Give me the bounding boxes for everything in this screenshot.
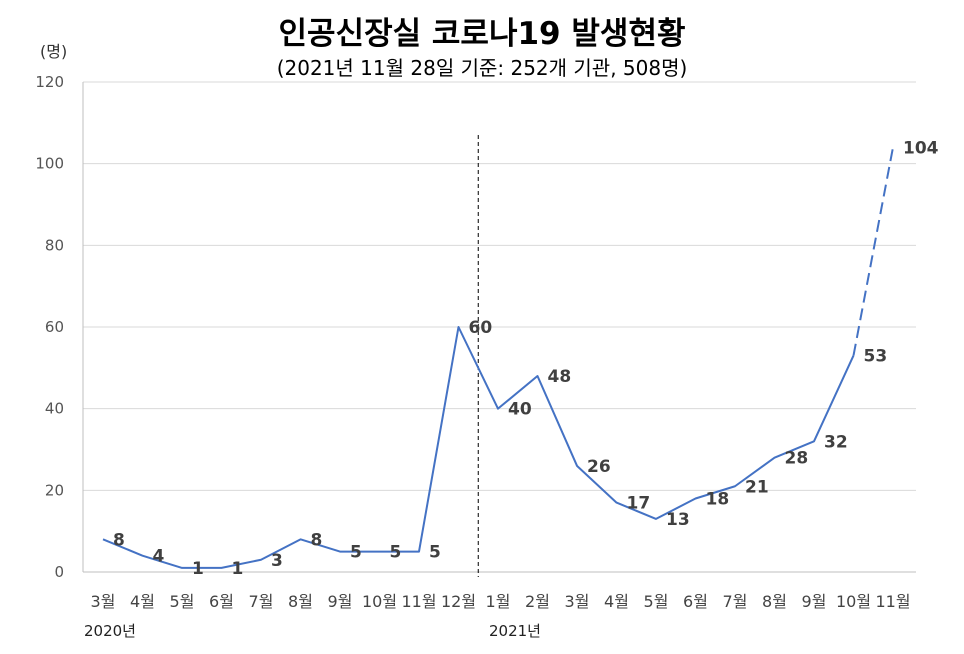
data-label: 8 xyxy=(311,530,323,550)
x-tick-label: 7월 xyxy=(249,592,274,611)
data-label: 40 xyxy=(508,400,532,420)
data-label: 1 xyxy=(192,559,204,579)
x-tick-label: 10월 xyxy=(836,592,871,611)
x-tick-label: 5월 xyxy=(170,592,195,611)
data-label: 28 xyxy=(785,449,809,469)
x-tick-label: 8월 xyxy=(288,592,313,611)
series-line xyxy=(102,147,894,569)
data-label: 8 xyxy=(113,530,125,550)
data-label: 13 xyxy=(666,510,690,530)
x-tick-label: 5월 xyxy=(644,592,669,611)
data-label: 3 xyxy=(271,551,283,571)
y-axis-ticks: 0 20 40 60 80 100 120 xyxy=(35,73,64,581)
x-tick-label: 10월 xyxy=(362,592,397,611)
year-label-2021: 2021년 xyxy=(489,622,541,640)
x-tick-label: 6월 xyxy=(209,592,234,611)
gridlines xyxy=(82,81,916,577)
y-tick-label: 120 xyxy=(35,73,64,91)
y-tick-label: 60 xyxy=(45,318,64,336)
data-label: 4 xyxy=(153,547,165,567)
x-tick-label: 7월 xyxy=(723,592,748,611)
data-label: 5 xyxy=(390,543,402,563)
data-label: 5 xyxy=(350,543,362,563)
data-label: 1 xyxy=(232,559,244,579)
year-label-2020: 2020년 xyxy=(84,622,136,640)
y-tick-label: 40 xyxy=(45,400,64,418)
y-tick-label: 100 xyxy=(35,155,64,173)
data-label: 21 xyxy=(745,477,769,497)
x-tick-label: 8월 xyxy=(762,592,787,611)
x-tick-label: 1월 xyxy=(486,592,511,611)
x-tick-label: 3월 xyxy=(565,592,590,611)
data-label: 53 xyxy=(864,347,888,367)
series-line-solid xyxy=(102,326,855,569)
chart-title: 인공신장실 코로나19 발생현황 xyxy=(278,16,686,52)
x-tick-label: 4월 xyxy=(604,592,629,611)
data-label: 5 xyxy=(429,543,441,563)
y-tick-label: 20 xyxy=(45,481,64,499)
x-tick-label: 9월 xyxy=(328,592,353,611)
data-label: 48 xyxy=(548,367,572,387)
data-label: 17 xyxy=(627,494,651,514)
data-label: 104 xyxy=(903,138,939,158)
series-line-projected xyxy=(852,147,894,356)
y-axis-unit-label: (명) xyxy=(40,42,68,61)
x-tick-label: 4월 xyxy=(130,592,155,611)
data-label: 60 xyxy=(469,318,493,338)
data-label: 26 xyxy=(587,457,611,477)
x-tick-label: 11월 xyxy=(401,592,436,611)
x-tick-label: 9월 xyxy=(802,592,827,611)
x-tick-label: 12월 xyxy=(441,592,476,611)
chart-subtitle: (2021년 11월 28일 기준: 252개 기관, 508명) xyxy=(276,56,688,80)
data-label: 18 xyxy=(706,490,730,510)
x-tick-label: 11월 xyxy=(875,592,910,611)
data-label: 32 xyxy=(824,432,848,452)
x-axis-ticks: 3월 4월 5월 6월 7월 8월 9월 10월 11월 12월 1월 2월 3월 4월 5월 6월 7월 8월 9… xyxy=(91,592,911,611)
x-tick-label: 6월 xyxy=(683,592,708,611)
y-tick-label: 80 xyxy=(45,236,64,254)
x-tick-label: 3월 xyxy=(91,592,116,611)
x-tick-label: 2월 xyxy=(525,592,550,611)
y-tick-label: 0 xyxy=(54,563,64,581)
